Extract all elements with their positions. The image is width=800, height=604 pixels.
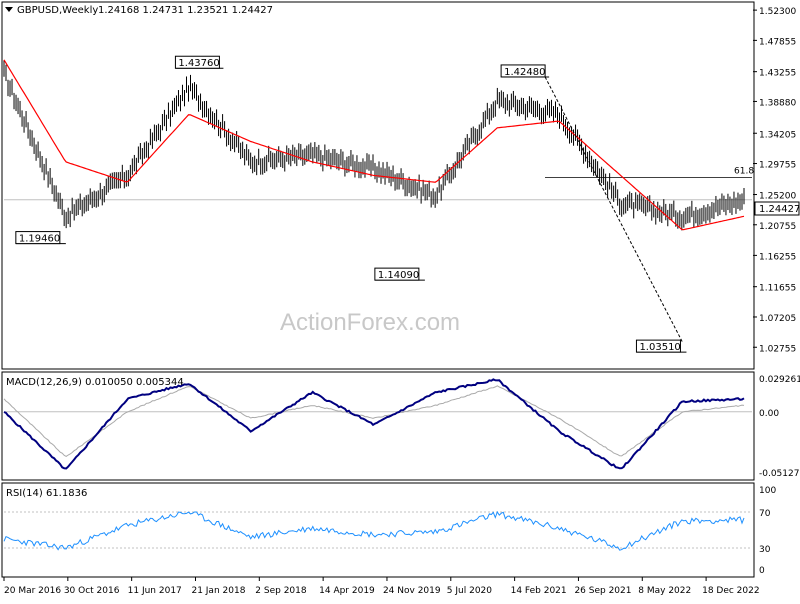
y-tick-label: 1.29755 xyxy=(759,161,796,171)
y-tick-label: 1.11655 xyxy=(759,284,796,294)
y-tick-label: 1.52300 xyxy=(759,7,796,17)
price-panel-title: GBPUSD,Weekly xyxy=(17,5,98,16)
x-tick-label: 18 Dec 2022 xyxy=(702,586,760,596)
x-tick-label: 11 Jun 2017 xyxy=(128,586,182,596)
last-price-box xyxy=(754,201,800,216)
annotation-label: 1.19460 xyxy=(19,234,60,245)
y-tick-label: 1.07205 xyxy=(759,314,796,324)
x-tick-label: 14 Apr 2019 xyxy=(319,586,375,596)
annotation-label: 1.03510 xyxy=(639,342,680,353)
macd-y-tick-label: 0.00 xyxy=(759,409,779,419)
y-tick-label: 1.47855 xyxy=(759,37,796,47)
x-tick-label: 5 Jul 2020 xyxy=(447,586,492,596)
annotation-box xyxy=(635,339,681,353)
price-annotations: 1.43760 1.42480 1.19460 1.14090 1.03510 xyxy=(15,55,687,353)
x-tick-label: 2 Sep 2018 xyxy=(255,586,307,596)
macd-panel-title: MACD(12,26,9) 0.010050 0.005344 xyxy=(6,377,184,388)
price-title: GBPUSD,Weekly 1.24168 1.24731 1.23521 1.… xyxy=(5,5,273,16)
y-tick-label: 1.34205 xyxy=(759,130,796,140)
price-y-axis: 1.52300 1.47855 1.43255 1.38880 1.34205 1.297… xyxy=(753,7,796,354)
ma-line xyxy=(3,59,745,231)
macd-y-tick-label: 0.029261 xyxy=(759,375,800,385)
y-tick-label: 1.25200 xyxy=(759,192,796,202)
level-annotation: 1.19460 xyxy=(15,231,66,245)
annotation-box xyxy=(174,55,220,69)
annotation-label: 1.43760 xyxy=(178,58,219,69)
macd-line xyxy=(3,378,745,470)
level-annotation: 1.03510 xyxy=(635,339,687,353)
fib-level-label: 61.8 xyxy=(734,167,754,177)
macd-lines: 0.029261 0.00 -0.051279 xyxy=(3,375,800,479)
collapse-triangle-icon[interactable] xyxy=(5,7,13,12)
level-annotation: 1.42480 xyxy=(500,64,550,78)
y-tick-label: 1.38880 xyxy=(759,98,796,108)
rsi-y-tick-label: 100 xyxy=(759,486,776,496)
rsi-y-tick-label: 30 xyxy=(759,545,771,555)
rsi-panel-title: RSI(14) 61.1836 xyxy=(6,488,87,499)
x-tick-label: 26 Sep 2021 xyxy=(574,586,631,596)
price-ohlc: 1.24168 1.24731 1.23521 1.24427 xyxy=(98,5,273,16)
price-panel-frame xyxy=(1,1,755,370)
moving-average xyxy=(3,59,745,231)
macd-panel-frame xyxy=(1,371,755,481)
x-tick-label: 20 Mar 2016 xyxy=(4,586,61,596)
rsi-y-tick-label: 70 xyxy=(759,509,771,519)
last-price-marker: 1.24427 xyxy=(754,201,800,216)
annotation-box xyxy=(500,64,546,78)
watermark: ActionForex.com xyxy=(280,309,460,336)
annotation-box xyxy=(374,267,420,281)
level-annotation: 1.14090 xyxy=(374,267,425,281)
rsi-y-tick-label: 0 xyxy=(759,566,765,576)
annotation-label: 1.42480 xyxy=(504,67,545,78)
annotation-box xyxy=(15,231,61,245)
level-annotation: 1.43760 xyxy=(174,55,224,69)
x-axis: 20 Mar 2016 30 Oct 2016 11 Jun 2017 21 Jan … xyxy=(3,577,760,596)
x-tick-label: 24 Nov 2019 xyxy=(383,586,441,596)
rsi-line xyxy=(3,510,745,551)
macd-signal-line xyxy=(3,385,745,457)
y-tick-label: 1.16255 xyxy=(759,252,796,262)
rsi-lines: 100 70 30 0 xyxy=(3,486,776,576)
y-tick-label: 1.02755 xyxy=(759,344,796,354)
macd-y-tick-label: -0.051279 xyxy=(759,469,800,479)
x-tick-label: 21 Jan 2018 xyxy=(191,586,245,596)
x-tick-label: 14 Feb 2021 xyxy=(511,586,567,596)
annotation-label: 1.14090 xyxy=(378,270,419,281)
y-tick-label: 1.43255 xyxy=(759,69,796,79)
rsi-panel-frame xyxy=(1,482,755,578)
x-tick-label: 30 Oct 2016 xyxy=(64,586,120,596)
x-tick-label: 8 May 2022 xyxy=(638,586,691,596)
y-tick-label: 1.20755 xyxy=(759,222,796,232)
last-price-label: 1.24427 xyxy=(759,204,800,215)
